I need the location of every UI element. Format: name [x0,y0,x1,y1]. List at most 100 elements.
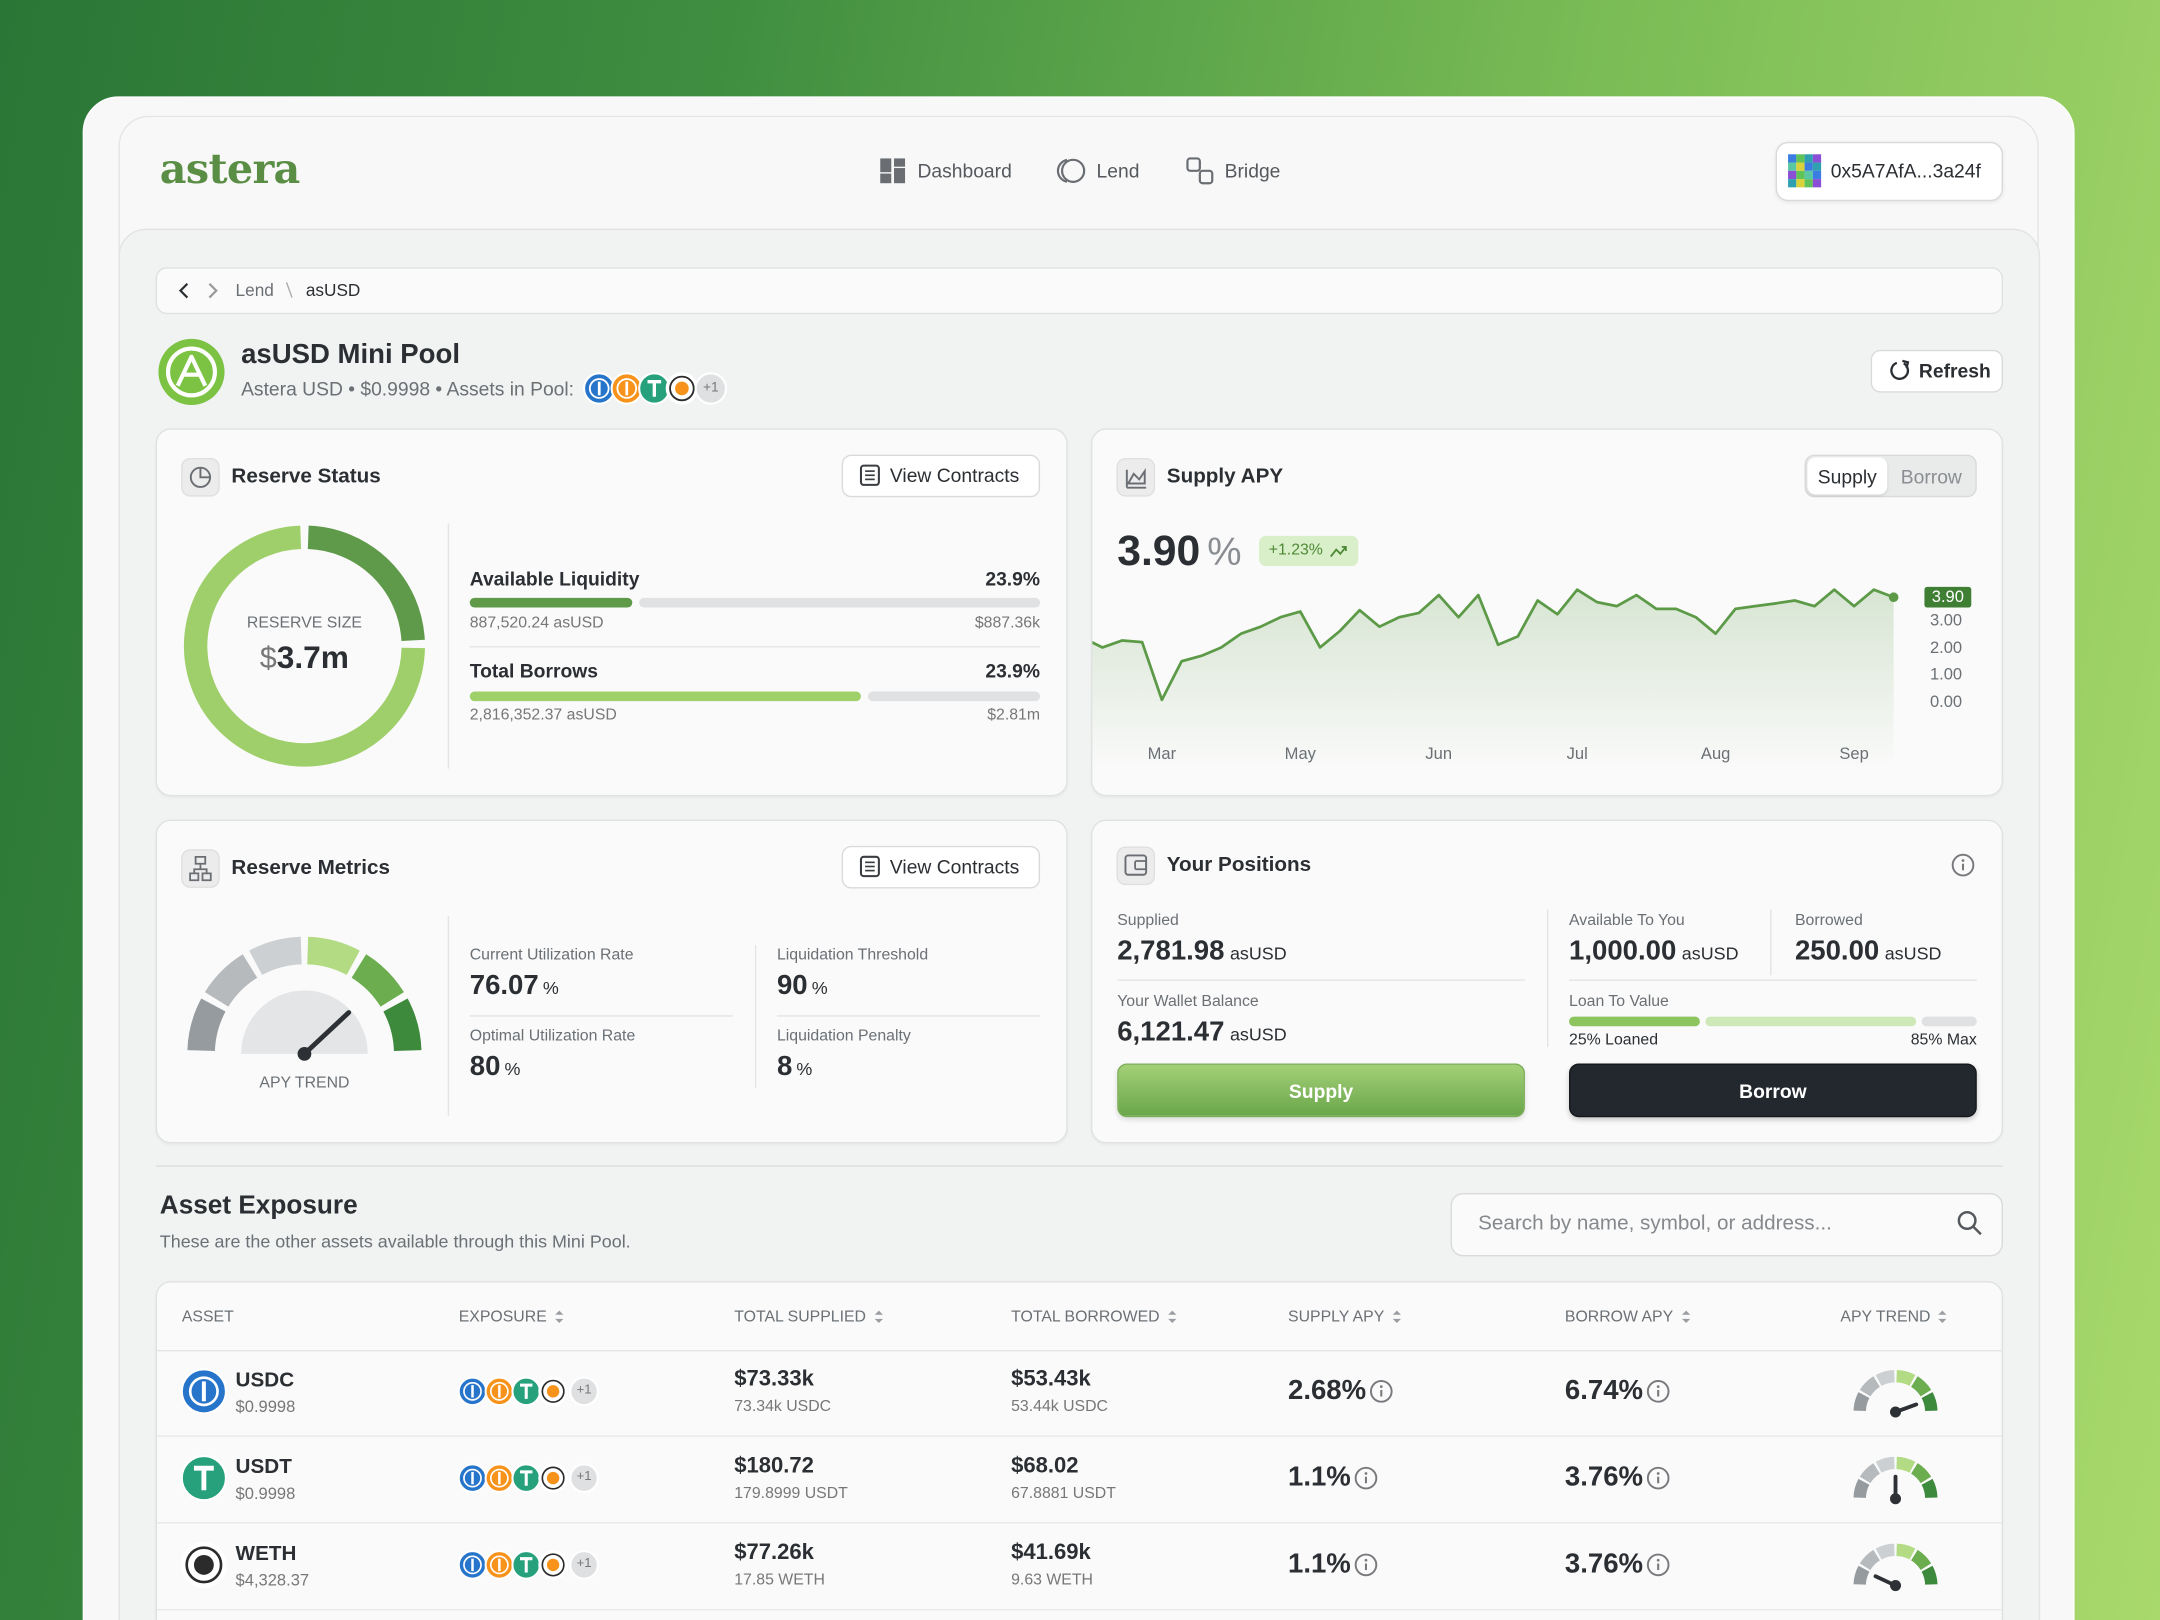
breadcrumb-link: Lend [236,281,274,301]
apy-change: +1.23% [1269,542,1323,560]
reserve-size-label: RESERVE SIZE [247,615,362,633]
y-tick-label: 2.00 [1930,638,1962,658]
asset-name-part: USDC [235,1368,295,1392]
supply-apy: 2.68% [1288,1375,1366,1407]
value-label-part: 3.90 [1931,586,1964,606]
breadcrumb-link-part: Lend [235,280,274,301]
gauge-label: APY TREND [259,1075,349,1093]
nav-link-part: Dashboard [917,159,1012,182]
borrowed-amount-part: 9.63 WETH [1011,1572,1094,1589]
search-box[interactable] [1450,1192,2003,1257]
column-header-part: APY TREND [1840,1309,1931,1326]
ltv-loaned-part: 25% Loaned [1569,1032,1659,1049]
more-assets-part: +1 [576,1382,592,1398]
column-header: BORROW APY [1565,1309,1688,1327]
row-percent: 23.9% [985,567,1040,589]
metric-value: 80% [470,1052,521,1084]
divider [1546,909,1549,1047]
row-percent-part: 23.9% [985,659,1041,682]
divider [447,523,450,769]
column-header: ASSET [182,1309,234,1327]
tab-label-part: Supply [1817,465,1877,488]
asset-name: USDC [236,1368,295,1392]
button-label: View Contracts [890,855,1019,877]
borrow-apy: 3.76% [1565,1462,1643,1494]
asset-name-part: USDT [235,1455,292,1479]
logo-part: astera [159,145,301,194]
metric-value: 8% [777,1052,812,1084]
x-tick-label: Jul [1567,744,1588,764]
more-assets: +1 [703,381,719,397]
nav-link-part: Bridge [1224,159,1281,182]
bar-fill [469,597,633,608]
metric-label-part: Optimal Utilization Rate [469,1028,636,1045]
supply-apy-part: 2.68% [1288,1375,1367,1406]
pool-title: asUSD Mini Pool [241,340,460,372]
supplied-amount: 179.8999 USDT [734,1486,848,1504]
position-value-part: asUSD [1681,942,1739,964]
logo: astera [159,145,301,195]
nav-link[interactable]: Bridge [1225,160,1281,182]
total-borrowed-part: $41.69k [1011,1541,1091,1565]
card-title: Your Positions [1167,853,1311,877]
position-value: 250.00 asUSD [1795,936,1942,968]
divider [1770,909,1772,976]
borrowed-amount: 9.63 WETH [1011,1572,1093,1590]
total-supplied: $77.26k [734,1541,814,1566]
total-borrowed: $68.02 [1011,1454,1078,1479]
total-supplied-part: $77.26k [734,1541,814,1565]
borrow-apy-part: 6.74% [1564,1375,1644,1406]
search-placeholder: Search by name, symbol, or address... [1478,1211,1832,1235]
metric-value: 90% [777,970,828,1002]
pool-subtitle: Astera USD • $0.9998 • Assets in Pool: [241,377,574,399]
more-assets: +1 [577,1469,592,1486]
row-label-part: Available Liquidity [469,567,640,590]
metric-value: 76.07% [470,970,559,1002]
column-header-part: TOTAL BORROWED [1011,1309,1160,1326]
borrow-apy: 6.74% [1565,1375,1643,1407]
column-header: TOTAL BORROWED [1011,1309,1174,1327]
row-usd: $887.36k [975,615,1040,633]
metric-value-part: % [542,977,559,999]
divider [469,646,1041,648]
supply-apy: 1.1% [1288,1462,1351,1494]
supply-apy: 1.1% [1288,1549,1351,1581]
nav-link[interactable]: Lend [1097,160,1140,182]
nav-link[interactable]: Dashboard [917,160,1011,182]
row-usd-part: $2.81m [987,707,1041,724]
table-header-divider [157,1350,2002,1352]
row-usd: $2.81m [987,707,1040,725]
section-title-part: Asset Exposure [159,1191,358,1221]
total-supplied: $73.33k [734,1368,814,1393]
tab-label-part: Borrow [1900,465,1962,488]
x-tick-label-part: Aug [1700,744,1731,764]
pool-title-part: asUSD Mini Pool [241,339,460,370]
row-usd-part: $887.36k [974,614,1041,632]
apy-change-part: +1.23% [1268,541,1323,559]
position-value-part: 250.00 [1794,936,1880,967]
y-tick-label: 1.00 [1930,665,1962,685]
total-borrowed-part: $68.02 [1011,1454,1079,1478]
nav-link-part: Lend [1096,159,1140,182]
ltv-loaned: 25% Loaned [1569,1032,1658,1050]
ltv-bar-loaned [1569,1016,1700,1027]
column-header-part: ASSET [181,1309,234,1326]
x-tick-label-part: Jun [1425,744,1453,764]
divider [754,944,757,1089]
tab-supply[interactable] [1807,457,1888,495]
borrow-button[interactable] [1569,1063,1977,1118]
position-label: Borrowed [1795,912,1863,930]
value-label: 3.90 [1931,586,1964,607]
more-assets-part: +1 [702,380,719,396]
supply-button[interactable] [1117,1063,1525,1118]
row-amount-part: 2,816,352.37 asUSD [469,707,617,724]
ltv-max-part: 85% Max [1910,1032,1977,1049]
position-label: Your Wallet Balance [1117,994,1259,1012]
position-label: Supplied [1117,912,1179,930]
metric-label-part: Liquidation Penalty [776,1028,911,1045]
asset-name-part: WETH [235,1541,297,1566]
metric-label: Liquidation Threshold [777,947,928,965]
row-label-part: Total Borrows [469,659,598,682]
supplied-amount: 17.85 WETH [734,1572,825,1590]
